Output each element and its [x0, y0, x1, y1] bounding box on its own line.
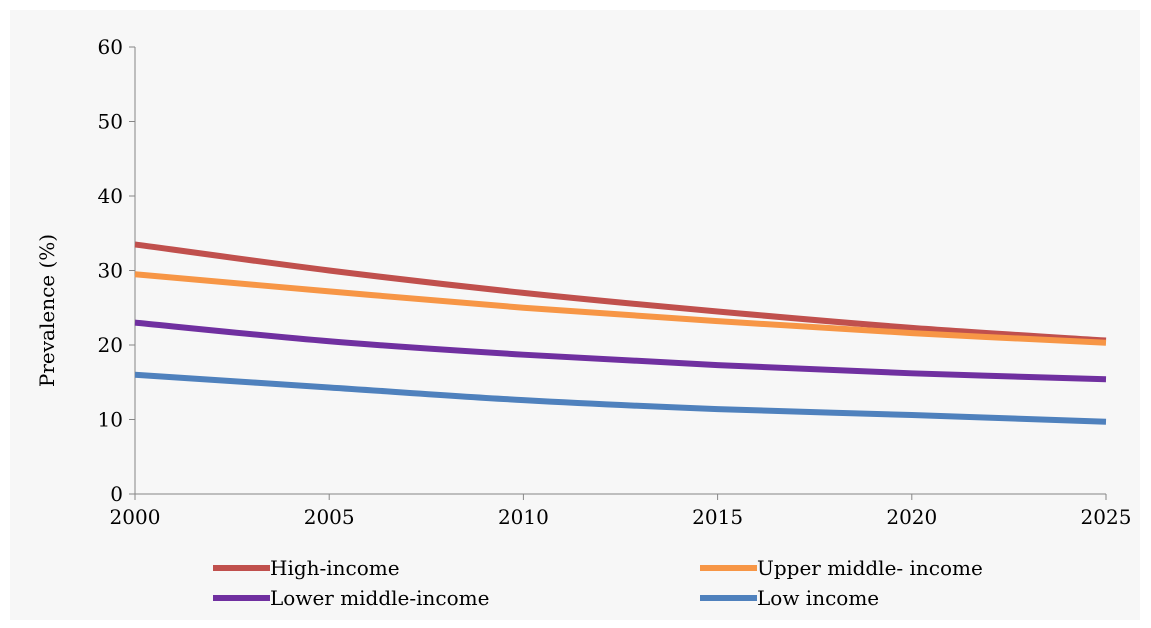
x-tick-label: 2020: [886, 505, 937, 529]
x-tick-label: 2005: [304, 505, 355, 529]
legend-label-lower-middle-income: Lower middle-income: [270, 586, 489, 610]
series-lines: [134, 241, 1107, 425]
series-line-low-income: [134, 371, 1107, 425]
legend-label-upper-middle-income: Upper middle- income: [757, 556, 983, 580]
x-tick-label: 2015: [692, 505, 743, 529]
legend-label-high-income: High-income: [270, 556, 400, 580]
series-line-upper-middle-income: [134, 271, 1107, 346]
y-axis-label: Prevalence (%): [35, 234, 59, 387]
series-line-high-income: [134, 241, 1107, 344]
y-tick-label: 50: [98, 110, 123, 134]
y-tick-label: 20: [98, 333, 123, 357]
chart-area: 0 10 20 30 40 50 60 2000 2005 2010 2015 2020 2025 Pr…: [10, 10, 1140, 620]
y-tick-label: 30: [98, 259, 123, 283]
x-tick-label: 2000: [110, 505, 161, 529]
y-tick-label: 40: [98, 184, 123, 208]
series-line-lower-middle-income: [134, 319, 1107, 383]
legend-label-low-income: Low income: [757, 586, 879, 610]
y-tick-label: 0: [110, 482, 123, 506]
axes: 0 10 20 30 40 50 60 2000 2005 2010 2015 2020 2025: [98, 35, 1132, 529]
x-tick-label: 2025: [1081, 505, 1132, 529]
y-tick-label: 60: [98, 35, 123, 59]
legend: High-income Upper middle- income Lower mid…: [213, 556, 983, 610]
y-tick-label: 10: [98, 408, 123, 432]
x-tick-label: 2010: [498, 505, 549, 529]
line-chart: 0 10 20 30 40 50 60 2000 2005 2010 2015 2020 2025 Pr…: [35, 35, 1132, 610]
